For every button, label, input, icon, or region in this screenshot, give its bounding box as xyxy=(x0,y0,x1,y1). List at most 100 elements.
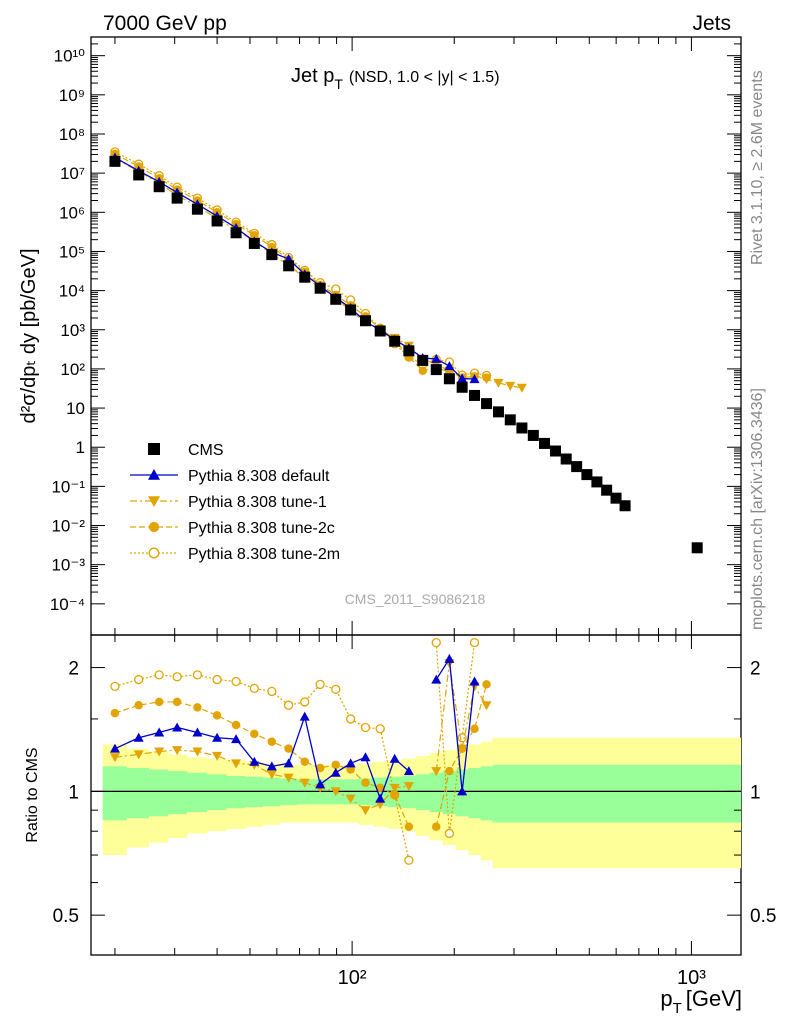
ratio-y-tick-label: 2 xyxy=(68,659,79,680)
cms-data-point xyxy=(516,422,528,434)
ratio-point xyxy=(482,680,491,689)
ratio-plot-marks xyxy=(109,637,492,865)
data-point xyxy=(444,361,455,371)
legend: CMS Pythia 8.308 default Pythia 8.308 tune… xyxy=(130,442,340,563)
chart-title-sub: T xyxy=(334,76,343,92)
ratio-point xyxy=(250,729,259,739)
series-line xyxy=(114,156,475,380)
ratio-point xyxy=(470,724,479,733)
cms-data-point xyxy=(330,293,342,305)
y-tick-label: 1 xyxy=(76,438,85,457)
cms-data-point xyxy=(549,445,561,457)
y-tick-label: 10¹⁰ xyxy=(54,47,86,66)
y-tick-label: 10⁸ xyxy=(59,125,85,144)
x-axis-title-sub: T xyxy=(673,1000,682,1017)
y-tick-label: 10² xyxy=(60,360,85,379)
x-axis-title-unit: [GeV] xyxy=(686,986,742,1011)
ratio-point xyxy=(444,828,455,839)
ratio-point xyxy=(457,786,468,796)
x-tick-label: 10³ xyxy=(677,967,706,989)
data-point xyxy=(481,375,492,385)
chart-title: Jet pT (NSD, 1.0 < |y| < 1.5) xyxy=(291,65,500,92)
ratio-point xyxy=(360,752,371,762)
cms-data-point xyxy=(456,381,468,393)
ratio-point xyxy=(133,750,144,760)
data-point xyxy=(505,381,516,391)
ratio-point xyxy=(231,734,242,744)
legend-label: CMS xyxy=(188,442,224,459)
ratio-point xyxy=(389,783,400,793)
ratio-y-tick-label-right: 2 xyxy=(750,659,761,680)
cms-data-point xyxy=(581,469,593,481)
cms-data-point xyxy=(504,414,516,426)
series-line xyxy=(114,153,487,379)
cms-data-point xyxy=(374,325,386,337)
ratio-y-tick-label-right: 0.5 xyxy=(750,906,776,927)
cms-data-point xyxy=(211,215,223,227)
cms-data-point xyxy=(469,389,481,401)
cms-data-point xyxy=(527,429,539,441)
data-point xyxy=(267,242,277,252)
ratio-point xyxy=(266,761,277,771)
cms-data-point xyxy=(266,249,278,261)
uncertainty-bands xyxy=(102,737,741,869)
ratio-y-tick-label: 0.5 xyxy=(53,906,79,927)
ratio-point xyxy=(445,766,454,776)
ratio-point xyxy=(375,783,385,793)
cms-data-point xyxy=(539,437,551,449)
ratio-point xyxy=(431,674,442,684)
ratio-point xyxy=(346,765,355,774)
ratio-point xyxy=(134,700,143,710)
ratio-point xyxy=(300,757,309,767)
cms-data-point xyxy=(230,227,242,239)
ratio-point xyxy=(444,653,455,663)
cms-data-point xyxy=(389,335,401,347)
ratio-point xyxy=(481,701,492,711)
cms-data-point xyxy=(560,453,572,465)
legend-label: Pythia 8.308 default xyxy=(188,468,330,485)
ratio-point xyxy=(109,743,120,753)
ratio-point xyxy=(192,747,203,757)
data-point xyxy=(493,378,504,388)
ratio-point xyxy=(299,711,310,721)
ratio-point xyxy=(154,670,164,680)
cms-data-point xyxy=(417,354,429,366)
x-axis-title-main: p xyxy=(660,986,672,1011)
axis-ticks: 10² 10³ 10⁻⁴ 10⁻³ 10⁻² 10⁻¹ 1 10 10² 10³ 10⁴ 10⁵ 10⁶… xyxy=(50,36,776,989)
ratio-point xyxy=(432,822,441,832)
ratio-point xyxy=(134,674,144,685)
cms-data-point xyxy=(299,271,311,283)
ratio-point xyxy=(283,758,294,768)
ratio-point xyxy=(192,727,203,737)
cms-data-point xyxy=(430,364,442,376)
data-point xyxy=(469,374,480,384)
cms-data-point xyxy=(492,406,504,418)
header-right: Jets xyxy=(692,12,731,35)
y-tick-label: 10⁻⁴ xyxy=(50,595,85,614)
cms-data-point xyxy=(345,304,357,316)
y-tick-label: 10⁴ xyxy=(59,282,85,301)
ratio-point xyxy=(330,787,341,797)
ratio-point xyxy=(404,822,414,832)
x-tick-label: 10² xyxy=(338,967,367,989)
ratio-point xyxy=(212,751,223,761)
data-point xyxy=(418,366,427,375)
data-point xyxy=(431,353,442,363)
cms-data-point xyxy=(109,155,121,167)
ratio-point xyxy=(267,686,277,697)
ratio-y-tick-label-right: 1 xyxy=(750,782,761,803)
chart-title-cond: (NSD, 1.0 < |y| < 1.5) xyxy=(349,69,500,86)
ratio-point xyxy=(345,714,356,724)
cms-data-point xyxy=(403,345,415,357)
ratio-point xyxy=(315,679,325,690)
legend-label: Pythia 8.308 tune-2m xyxy=(188,546,340,563)
ratio-point xyxy=(331,684,341,695)
cms-data-point xyxy=(248,237,260,249)
x-axis-title: pT [GeV] xyxy=(660,986,742,1017)
data-point xyxy=(516,383,527,393)
ratio-point xyxy=(360,722,371,733)
ratio-point xyxy=(431,637,441,648)
ratio-point xyxy=(172,746,183,756)
ratio-point xyxy=(231,676,241,687)
